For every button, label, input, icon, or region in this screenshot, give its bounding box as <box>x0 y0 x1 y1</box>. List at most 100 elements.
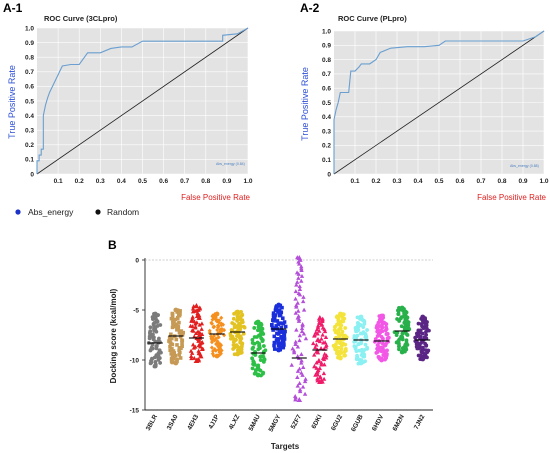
docking-point <box>423 348 428 353</box>
docking-point <box>296 308 301 313</box>
docking-point <box>158 323 163 327</box>
docking-point <box>272 343 276 348</box>
roc-3clpro-x-tick-label: 0.5 <box>138 178 147 185</box>
docking-point <box>315 376 320 381</box>
roc-3clpro-y-axis-label: True Positive Rate <box>7 65 17 139</box>
docking-point <box>150 356 154 361</box>
docking-point <box>320 332 325 337</box>
docking-point <box>169 359 174 363</box>
docking-point <box>296 255 303 260</box>
docking-series-4j1p <box>207 311 227 359</box>
docking-point <box>193 344 198 349</box>
docking-point <box>180 338 185 343</box>
docking-point <box>278 312 283 317</box>
docking-point <box>294 303 299 308</box>
docking-point <box>335 339 340 344</box>
roc-plpro-x-axis-label: False Positive Rate <box>477 193 546 202</box>
docking-point <box>297 338 302 343</box>
docking-point <box>273 313 278 317</box>
docking-point <box>281 340 286 344</box>
docking-point <box>317 366 323 371</box>
docking-point <box>338 355 343 361</box>
roc-panel-plpro: A-2 ROC Curve (PLpro) 0 0.1 0.2 0.3 0.4 0.5 0.… <box>300 1 549 202</box>
roc-plpro-x-tick-label: 0.8 <box>497 178 506 185</box>
roc-plpro-x-tick-label: 1.0 <box>539 178 548 185</box>
docking-point <box>195 311 200 316</box>
docking-point <box>299 358 304 363</box>
docking-point <box>420 356 426 362</box>
docking-point <box>296 261 302 266</box>
docking-point <box>420 345 425 350</box>
roc-3clpro-y-tick-label: 0 <box>30 171 34 178</box>
docking-series-6m2n <box>392 305 412 355</box>
roc-3clpro-y-tick-label: 0.9 <box>25 40 34 47</box>
docking-point <box>215 339 220 344</box>
docking-point <box>340 332 345 337</box>
roc-3clpro-x-tick-label: 0.7 <box>180 178 189 185</box>
docking-point <box>352 334 357 338</box>
roc-plpro-x-tick-label: 0.3 <box>392 178 401 185</box>
docking-series-6gub <box>352 314 370 366</box>
docking-series-6hdv <box>372 313 391 363</box>
docking-point <box>299 273 305 278</box>
roc-3clpro-y-tick-label: 0.2 <box>25 142 34 149</box>
docking-point <box>250 338 255 342</box>
roc-plpro-y-tick-label: 0.4 <box>322 114 331 121</box>
docking-point <box>312 332 317 337</box>
docking-point <box>174 337 179 342</box>
docking-series-4lxz <box>228 309 247 357</box>
docking-score-panel: B 0 -5 -10 -15 3BLR 3SA0 4EH3 4J1P 4LXZ 5M4U 5MGY 5… <box>108 238 433 451</box>
docking-point <box>299 278 304 283</box>
docking-point <box>197 305 203 310</box>
docking-point <box>276 341 280 345</box>
roc-plpro-x-tick-label: 0.9 <box>518 178 527 185</box>
docking-point <box>179 329 184 333</box>
docking-point <box>258 358 263 362</box>
docking-point <box>420 331 425 336</box>
docking-point <box>300 372 305 377</box>
docking-category-label: 6GUB <box>350 413 365 433</box>
roc-plpro-y-axis-label: True Positive Rate <box>300 67 310 141</box>
docking-point <box>289 362 294 367</box>
docking-y-tick-label: -15 <box>130 407 140 414</box>
docking-point <box>316 328 322 333</box>
roc-plpro-y-tick-label: 0.6 <box>322 86 331 93</box>
docking-point <box>379 313 384 319</box>
docking-point <box>301 294 306 299</box>
docking-point <box>277 308 282 312</box>
docking-point <box>321 354 326 359</box>
docking-point <box>322 362 327 367</box>
roc-plpro-y-tick-label: 0.1 <box>322 157 331 164</box>
docking-point <box>397 347 401 352</box>
docking-category-label: 6GU2 <box>330 413 344 432</box>
docking-point <box>400 331 405 336</box>
docking-point <box>275 337 280 341</box>
docking-category-label: 6M2N <box>392 413 406 432</box>
docking-point <box>315 331 320 336</box>
docking-point <box>241 324 246 329</box>
docking-point <box>312 352 317 357</box>
docking-point <box>296 313 301 318</box>
roc-plpro-x-tick-label: 0.1 <box>350 178 359 185</box>
docking-point <box>324 342 329 347</box>
docking-point <box>299 264 304 269</box>
docking-point <box>399 305 405 311</box>
docking-point <box>275 319 280 323</box>
docking-point <box>173 353 178 358</box>
docking-point <box>167 336 172 340</box>
docking-point <box>169 336 174 341</box>
roc-3clpro-x-tick-label: 0.9 <box>222 178 231 185</box>
docking-point <box>414 344 419 349</box>
roc-plpro-y-tick-label: 0.9 <box>322 43 331 50</box>
docking-point <box>170 347 174 351</box>
docking-point <box>237 321 241 326</box>
docking-point <box>296 275 301 280</box>
docking-category-label: 5M4U <box>248 413 262 432</box>
docking-point <box>177 320 181 325</box>
docking-point <box>256 328 260 333</box>
docking-point <box>157 336 161 341</box>
docking-point <box>317 320 322 325</box>
docking-point <box>280 305 284 310</box>
docking-point <box>276 322 281 327</box>
docking-point <box>424 329 428 334</box>
